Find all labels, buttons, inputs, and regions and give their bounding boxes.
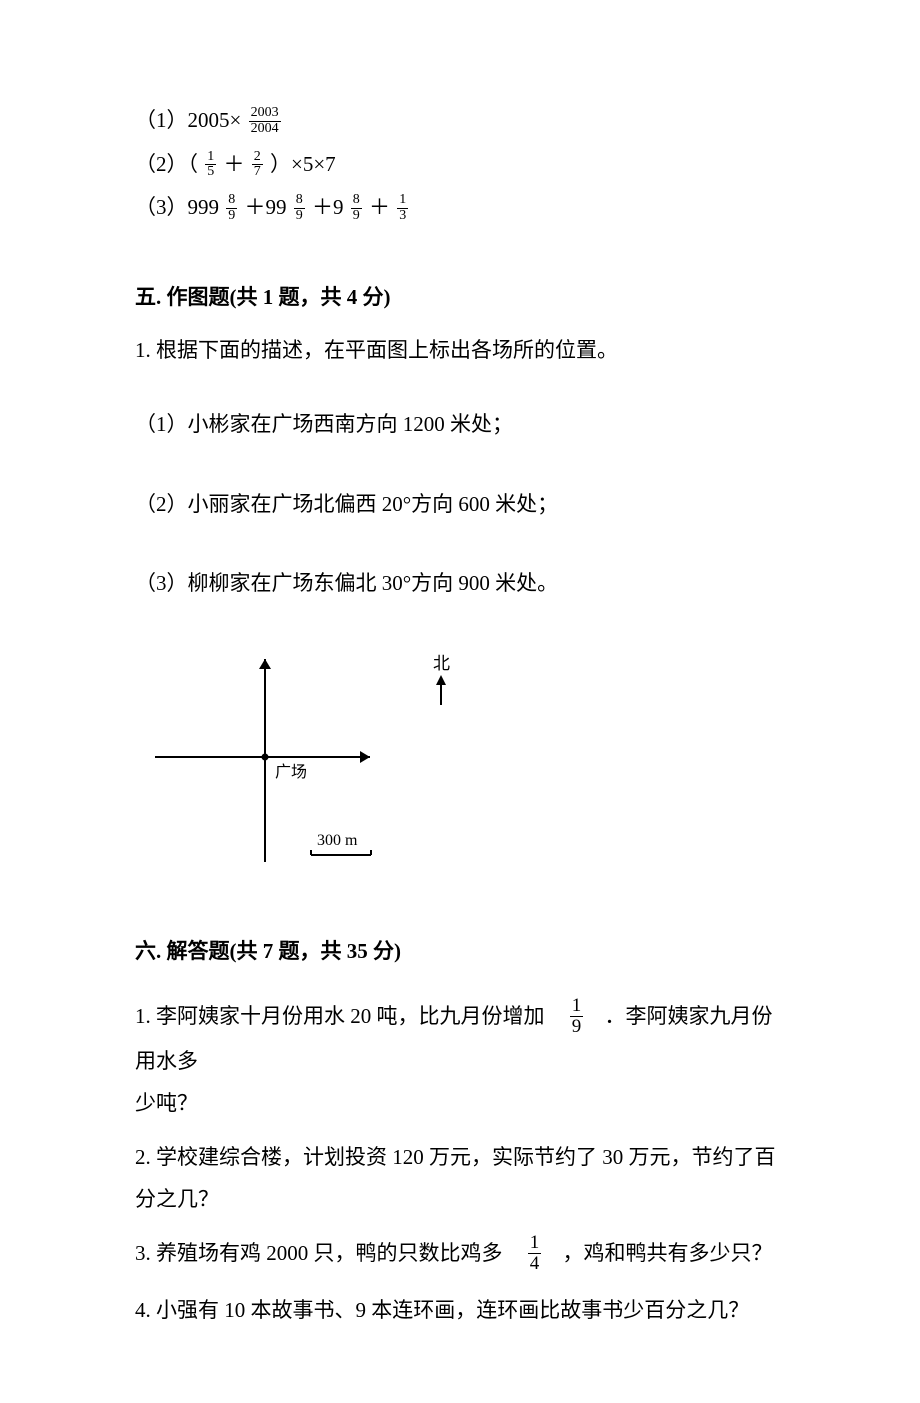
eq3-mid1: ＋99 [239,195,292,219]
y-axis-arrow [259,659,271,669]
center-label: 广场 [275,763,307,781]
direction-svg: 广场 北 300 m [135,647,475,877]
eq3-frac1: 89 [226,193,237,223]
eq3-frac3: 89 [351,193,362,223]
section6-heading: 六. 解答题(共 7 题，共 35 分) [135,935,785,969]
section6-q3: 3. 养殖场有鸡 2000 只，鸭的只数比鸡多 14 ，鸡和鸭共有多少只？ [135,1232,785,1277]
direction-figure: 广场 北 300 m [135,647,785,888]
section5-sub1: （1）小彬家在广场西南方向 1200 米处； [135,408,785,442]
eq3-frac2: 89 [294,193,305,223]
eq1-prefix: （1）2005× [135,108,247,132]
north-arrow-head [436,675,446,685]
eq2-prefix: （2）（ [135,152,203,176]
eq1-fraction: 20032004 [249,106,281,136]
equation-3: （3）999 89 ＋99 89 ＋9 89 ＋ 13 [135,191,785,225]
q1-part-a: 1. 李阿姨家十月份用水 20 吨，比九月份增加 [135,1004,545,1028]
section5-heading: 五. 作图题(共 1 题，共 4 分) [135,281,785,315]
center-point [262,753,269,760]
section5-q1-intro: 1. 根据下面的描述，在平面图上标出各场所的位置。 [135,334,785,368]
eq3-frac4: 13 [397,193,408,223]
scale-label: 300 m [317,832,358,849]
equation-1: （1）2005× 20032004 [135,104,785,138]
q1-fraction: 19 [568,994,586,1038]
q3-part-b: ，鸡和鸭共有多少只？ [563,1241,773,1265]
section6-q1: 1. 李阿姨家十月份用水 20 吨，比九月份增加 19 ．李阿姨家九月份用水多 … [135,995,785,1124]
section6-q2: 2. 学校建综合楼，计划投资 120 万元，实际节约了 30 万元，节约了百分之… [135,1136,785,1220]
q3-fraction: 14 [526,1231,544,1275]
eq3-mid3: ＋ [364,195,396,219]
eq2-frac2: 27 [252,150,263,180]
q1-part-c: 少吨？ [135,1091,198,1115]
north-label: 北 [433,654,450,673]
eq2-mid1: ＋ [218,152,250,176]
equation-2: （2）（ 15 ＋ 27 ）×5×7 [135,148,785,182]
section6-q4: 4. 小强有 10 本故事书、9 本连环画，连环画比故事书少百分之几？ [135,1289,785,1331]
eq3-mid2: ＋9 [307,195,349,219]
section5-sub2: （2）小丽家在广场北偏西 20°方向 600 米处； [135,488,785,522]
eq2-suffix: ）×5×7 [265,152,336,176]
eq2-frac1: 15 [205,150,216,180]
x-axis-arrow [360,751,370,763]
section5-sub3: （3）柳柳家在广场东偏北 30°方向 900 米处。 [135,567,785,601]
eq3-prefix: （3）999 [135,195,224,219]
q3-part-a: 3. 养殖场有鸡 2000 只，鸭的只数比鸡多 [135,1241,503,1265]
